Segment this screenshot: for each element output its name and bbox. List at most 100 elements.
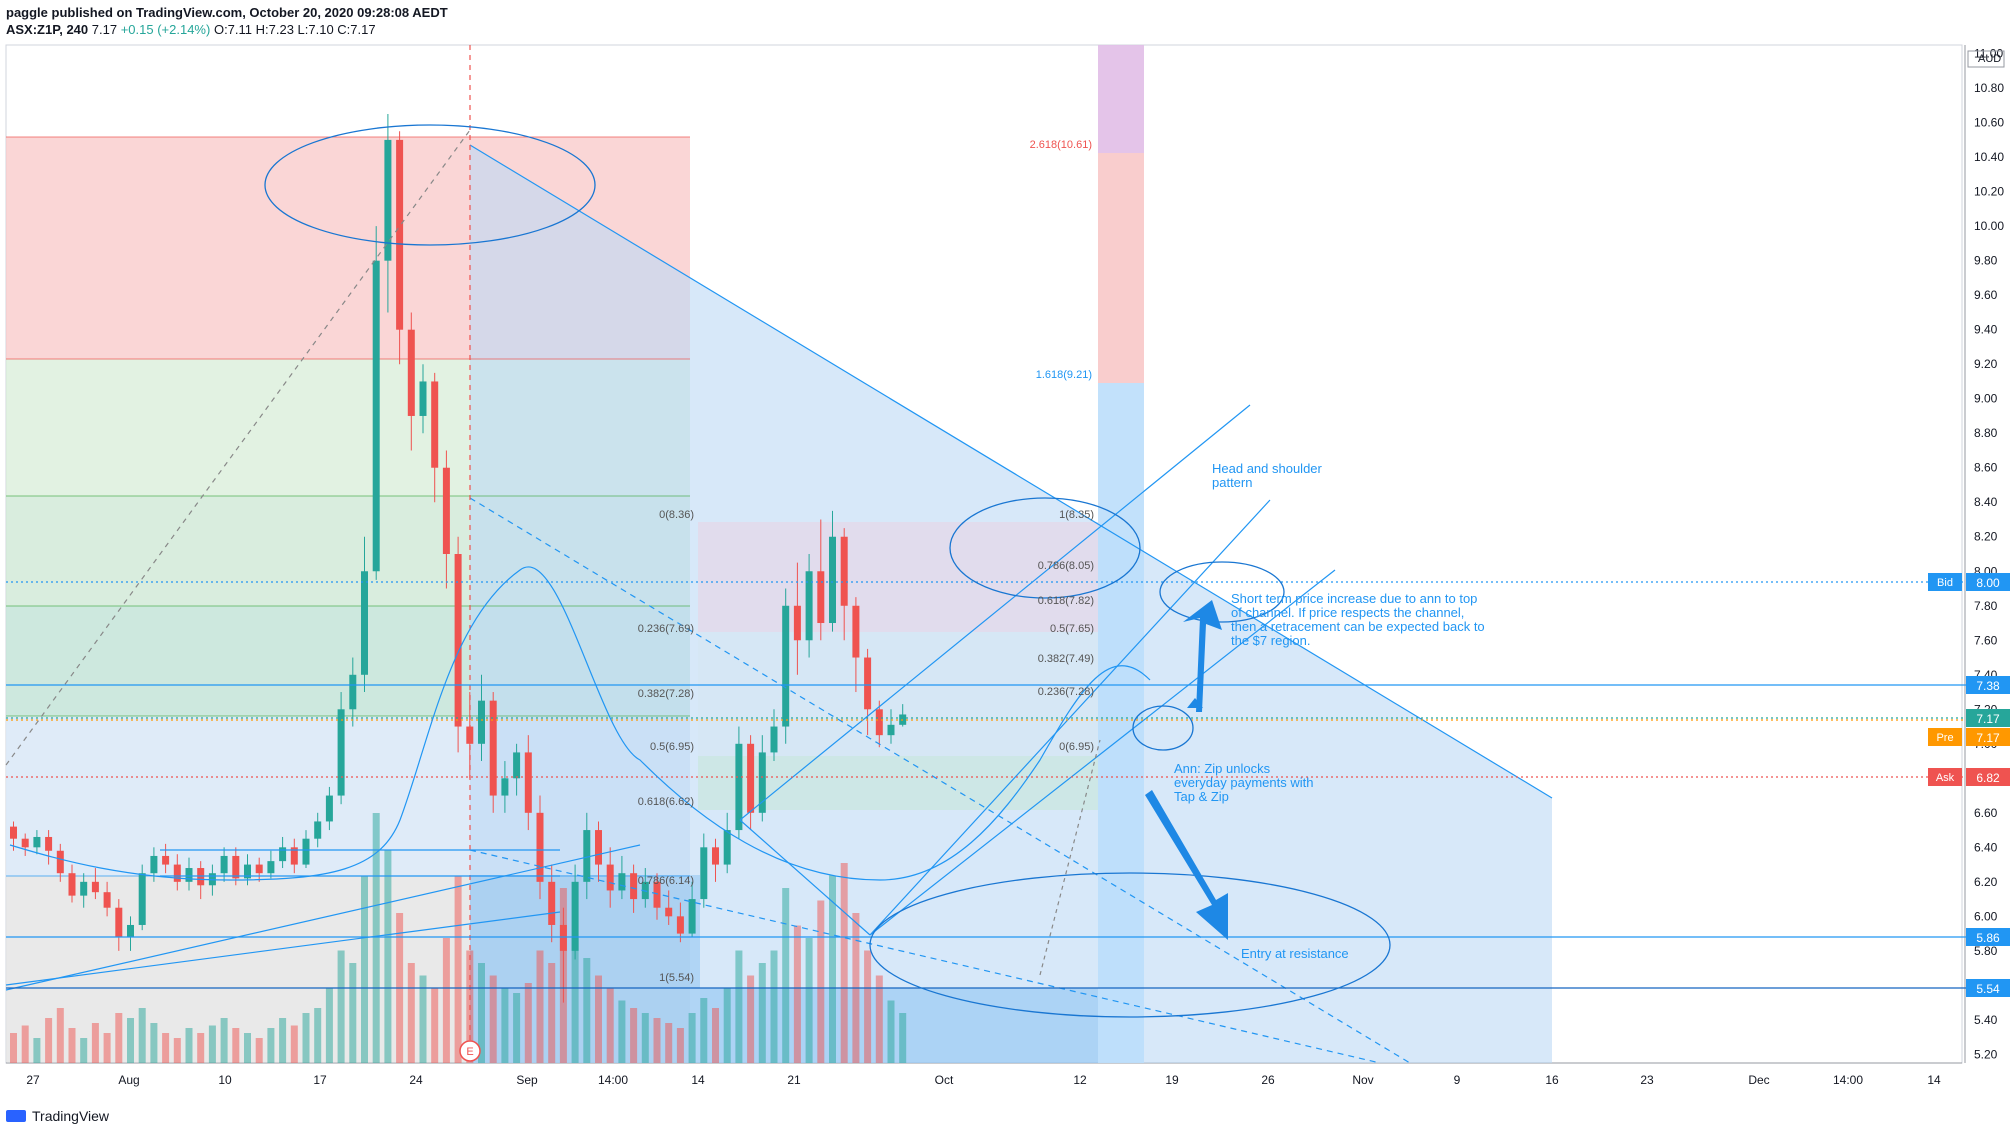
y-tick-label: 5.20	[1974, 1047, 1998, 1061]
candle-body	[559, 924, 567, 951]
price-tag-label: Bid	[1937, 577, 1953, 589]
y-tick-label: 9.40	[1974, 323, 1998, 337]
fib2-zone-green	[698, 756, 1098, 810]
y-tick-label: 6.20	[1974, 875, 1998, 889]
y-tick-label: 10.00	[1974, 219, 2004, 233]
volume-bar	[793, 925, 801, 1063]
y-tick-label: 9.60	[1974, 288, 1998, 302]
projection-red	[1098, 153, 1144, 383]
price-tag-bg	[1966, 928, 2010, 946]
candle-body	[454, 554, 462, 727]
candle-body	[21, 838, 29, 848]
candle-body	[700, 847, 708, 900]
price-tag-label-bg	[1928, 768, 1962, 786]
candle-body	[349, 674, 357, 710]
volume-bar	[524, 983, 532, 1063]
y-tick-label: 6.60	[1974, 806, 1998, 820]
y-tick-label: 6.40	[1974, 840, 1998, 854]
y-tick-label: 5.40	[1974, 1013, 1998, 1027]
channel-base-line	[739, 819, 871, 936]
price-tag-value: 7.38	[1976, 679, 2000, 693]
fib-right-label: 0.618(7.82)	[1038, 595, 1094, 607]
volume-bar	[103, 1033, 111, 1063]
fib-right-label: 0.5(7.65)	[1050, 623, 1094, 635]
x-tick-label: 12	[1073, 1073, 1087, 1087]
moving-average-line	[9, 566, 1151, 881]
price-tag-label: Ask	[1936, 772, 1955, 784]
volume-bar	[700, 998, 708, 1063]
volume-bar	[115, 1013, 123, 1063]
candle-body	[162, 855, 170, 865]
candle-body	[232, 855, 240, 879]
volume-bar	[337, 950, 345, 1063]
volume-bar	[595, 975, 602, 1063]
volume-bar	[279, 1018, 287, 1063]
candle-body	[244, 864, 251, 879]
diagonal-dashed-line	[5, 129, 471, 766]
x-tick-label: 10	[218, 1073, 232, 1087]
candle-body	[852, 605, 860, 658]
volume-bar	[513, 993, 521, 1063]
fib-right-label: 0(6.95)	[1059, 741, 1094, 753]
x-tick-label: 21	[787, 1073, 801, 1087]
volume-bar	[712, 1008, 719, 1063]
volume-bar	[501, 988, 509, 1063]
y-tick-label: 5.80	[1974, 944, 1998, 958]
volume-bar	[770, 950, 778, 1063]
annotation-text: Short term price increase due to ann to …	[1231, 591, 1477, 606]
projection-purple	[1098, 45, 1144, 153]
volume-bar	[197, 1033, 205, 1063]
candle-body	[150, 855, 158, 874]
volume-bar	[442, 938, 450, 1063]
x-tick-label: Aug	[118, 1073, 139, 1087]
ann-ellipse	[1159, 561, 1285, 623]
volume-bar	[68, 1028, 76, 1063]
small-up-arrow-icon	[1187, 698, 1203, 708]
volume-bar	[817, 900, 825, 1063]
y-tick-label: 6.00	[1974, 909, 1998, 923]
volume-bar	[676, 1028, 684, 1063]
candle-body	[80, 881, 88, 896]
candle-body	[548, 881, 556, 925]
fib-right-label: 0.236(7.28)	[1038, 686, 1094, 698]
candle-body	[735, 743, 743, 831]
candle-body	[56, 850, 64, 874]
volume-bar	[735, 950, 743, 1063]
volume-bar	[829, 875, 836, 1063]
volume-bar	[208, 1025, 216, 1063]
volume-bar	[840, 863, 848, 1063]
channel-mid-line	[869, 499, 1271, 936]
candle-body	[630, 873, 638, 900]
volume-bar	[33, 1038, 41, 1063]
candle-body	[255, 864, 263, 874]
fib-left-label: 1(5.54)	[659, 972, 694, 984]
fib-left-label: 0(8.36)	[659, 509, 694, 521]
volume-bar	[302, 1013, 310, 1063]
channel-upper-line	[739, 404, 1251, 821]
volume-bar	[290, 1025, 298, 1063]
brand-label: TradingView	[32, 1108, 110, 1124]
volume-bar	[173, 1038, 181, 1063]
candle-body	[665, 907, 673, 917]
x-tick-label: Dec	[1748, 1073, 1769, 1087]
price-tag-bg	[1966, 979, 2010, 997]
channel-left-dashed	[1039, 739, 1101, 976]
annotation-text: Head and shoulder	[1212, 461, 1323, 476]
y-tick-label: 9.00	[1974, 392, 1998, 406]
volume-bar	[536, 950, 544, 1063]
candle-body	[501, 778, 509, 796]
volume-bar	[606, 988, 614, 1063]
candle-body	[758, 752, 766, 813]
candle-body	[829, 536, 836, 624]
y-tick-label: 10.60	[1974, 116, 2004, 130]
candle-body	[524, 752, 532, 813]
currency-box	[1967, 50, 2005, 68]
last-price: 7.17	[91, 22, 118, 37]
price-tag-value: 5.86	[1976, 931, 2000, 945]
volume-bar	[80, 1038, 88, 1063]
candle-body	[864, 657, 872, 710]
candle-body	[782, 605, 790, 727]
volume-bar	[407, 963, 415, 1063]
